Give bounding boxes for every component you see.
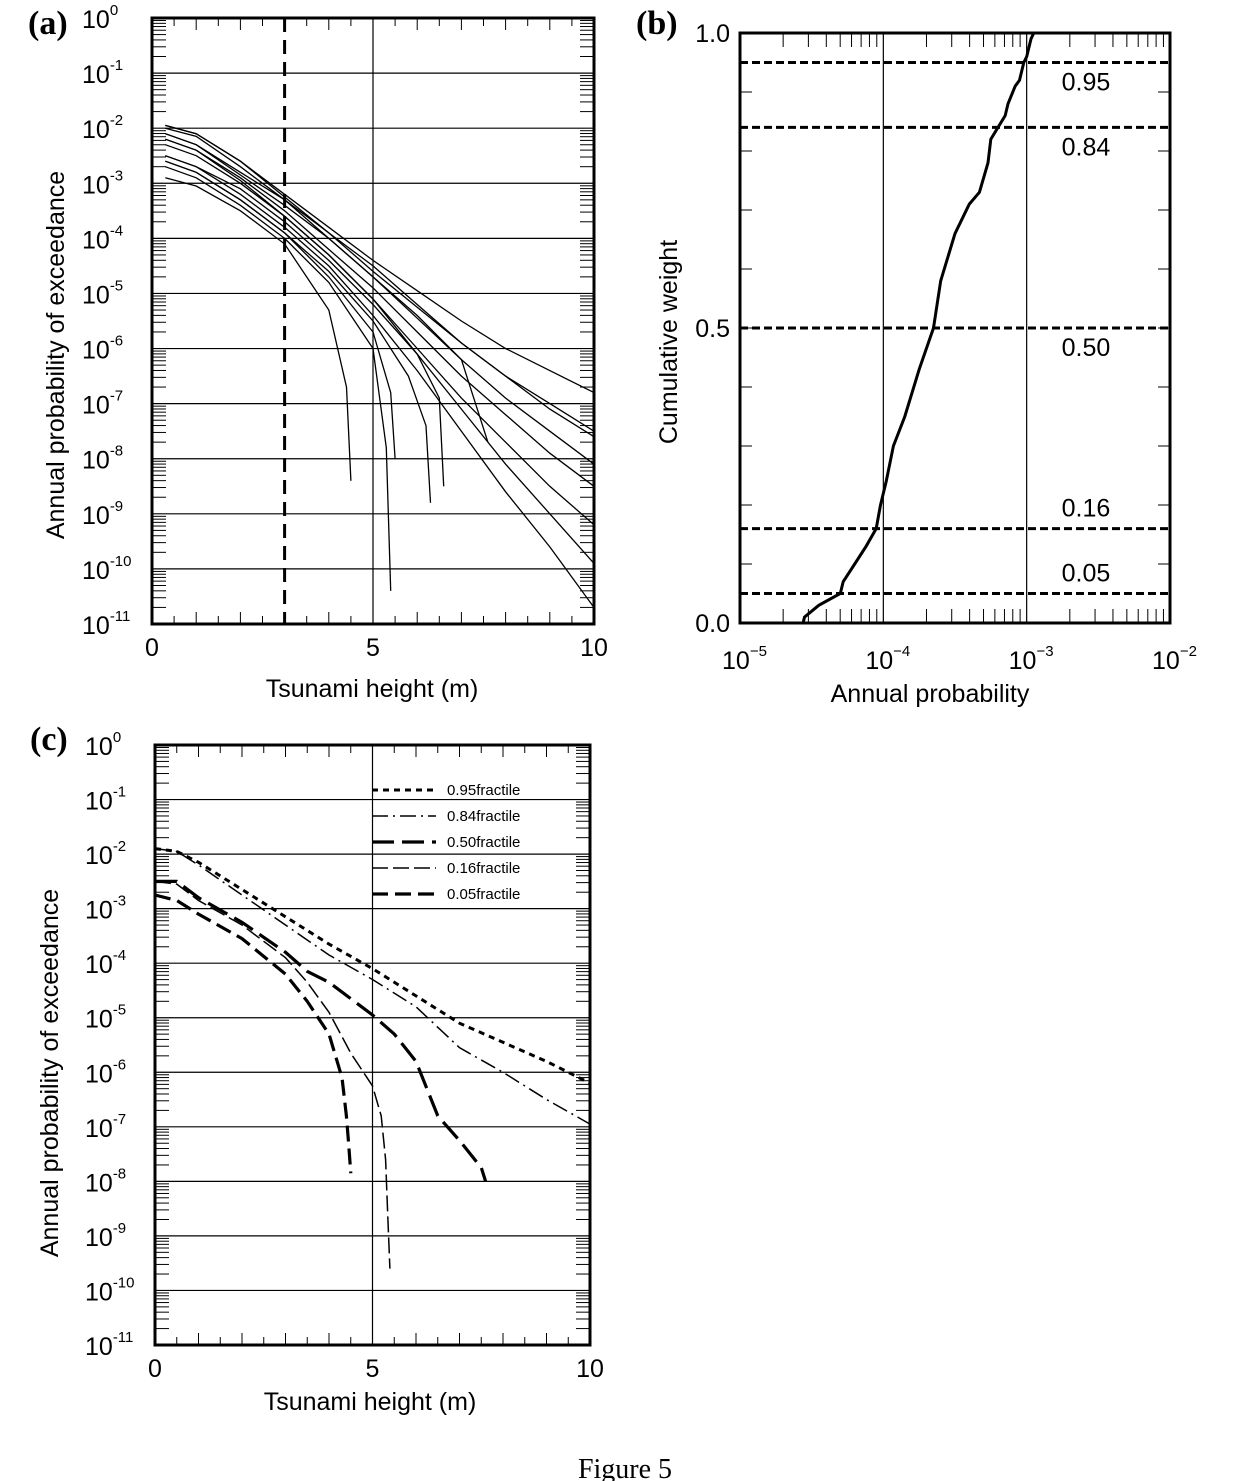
figure-caption: Figure 5 bbox=[578, 1454, 672, 1481]
panel-c-series-line bbox=[154, 880, 391, 1269]
panel-a-series-line bbox=[165, 160, 396, 459]
panel-b-reference-label: 0.84 bbox=[1062, 133, 1111, 161]
panel-a-x-tick-label: 0 bbox=[145, 634, 159, 662]
panel-a-y-tick-label: 10-7 bbox=[82, 388, 123, 420]
panel-a-y-tick-label: 100 bbox=[82, 2, 118, 34]
legend-label: 0.95fractile bbox=[447, 782, 520, 799]
panel-a-y-tick-label: 10-2 bbox=[82, 112, 123, 144]
panel-b-x-tick-label: 10−3 bbox=[1009, 643, 1054, 675]
panel-b-label: (b) bbox=[636, 5, 678, 42]
panel-b-reference-label: 0.95 bbox=[1062, 69, 1111, 97]
panel-a-series-line bbox=[165, 144, 445, 487]
panel-a-y-tick-label: 10-3 bbox=[82, 167, 123, 199]
panel-a-xlabel: Tsunami height (m) bbox=[266, 675, 479, 703]
panel-c-frame bbox=[153, 743, 592, 1347]
panel-b-x-tick-label: 10−4 bbox=[865, 643, 910, 675]
panel-b-y-tick-label: 0.5 bbox=[695, 315, 730, 343]
panel-a-y-tick-label: 10-9 bbox=[82, 498, 123, 530]
panel-c-grid bbox=[155, 744, 590, 1346]
panel-c-x-tick-label: 5 bbox=[366, 1355, 380, 1383]
panel-c-y-tick-label: 100 bbox=[85, 729, 121, 761]
panel-b-tick-labels: 0.0 0.5 1.0 10−5 10−4 10−3 10−2 bbox=[695, 20, 1197, 675]
panel-a-y-tick-label: 10-10 bbox=[82, 553, 132, 585]
panel-a-y-tick-label: 10-8 bbox=[82, 443, 123, 475]
panel-a-ticks bbox=[150, 16, 596, 626]
panel-c-y-tick-label: 10-5 bbox=[85, 1002, 126, 1034]
panel-c-ticks bbox=[153, 743, 592, 1347]
legend-label: 0.16fractile bbox=[447, 860, 520, 877]
panel-b-y-tick-label: 0.0 bbox=[695, 610, 730, 638]
panel-c-legend: 0.95fractile 0.84fractile 0.50fractile 0.16… bbox=[372, 782, 520, 903]
panel-b-series bbox=[801, 32, 1036, 624]
panel-a-tick-labels: 10010-110-210-310-410-510-610-710-810-91… bbox=[82, 2, 608, 662]
panel-c-y-tick-label: 10-6 bbox=[85, 1056, 126, 1088]
panel-a-ylabel: Annual probability of exceedance bbox=[42, 171, 70, 539]
panel-a-x-tick-label: 5 bbox=[366, 634, 380, 662]
panel-c-y-tick-label: 10-10 bbox=[85, 1274, 135, 1306]
panel-a-series-line bbox=[165, 155, 595, 564]
panel-c-x-tick-label: 0 bbox=[148, 1355, 162, 1383]
panel-b-reference-label: 0.05 bbox=[1062, 560, 1111, 588]
panel-a-series-line bbox=[165, 124, 595, 432]
panel-b-x-tick-label: 10−2 bbox=[1152, 643, 1197, 675]
panel-b-reference-lines: 0.95 0.84 0.50 0.16 0.05 bbox=[740, 61, 1170, 595]
panel-b-cdf-line bbox=[801, 32, 1036, 624]
panel-c-x-tick-label: 10 bbox=[576, 1355, 604, 1383]
panel-a-label: (a) bbox=[28, 5, 68, 42]
panel-a-series-line bbox=[165, 133, 595, 438]
panel-c-series bbox=[154, 847, 591, 1269]
chart-panel-c: 10010-110-210-310-410-510-610-710-810-91… bbox=[36, 729, 604, 1416]
panel-c-y-tick-label: 10-1 bbox=[85, 784, 126, 816]
panel-c-y-tick-label: 10-9 bbox=[85, 1220, 126, 1252]
panel-a-y-tick-label: 10-11 bbox=[82, 608, 130, 640]
chart-panel-a: 10010-110-210-310-410-510-610-710-810-91… bbox=[42, 2, 608, 703]
panel-a-series-line bbox=[165, 160, 432, 503]
panel-a-x-tick-label: 10 bbox=[580, 634, 608, 662]
panel-c-y-tick-label: 10-11 bbox=[85, 1329, 133, 1361]
panel-a-y-tick-label: 10-4 bbox=[82, 222, 123, 254]
panel-c-y-tick-label: 10-8 bbox=[85, 1165, 126, 1197]
panel-a-series-line bbox=[165, 127, 489, 443]
panel-c-series-line bbox=[154, 847, 591, 1085]
panel-b-x-tick-label: 10−5 bbox=[722, 643, 767, 675]
panel-c-series-line bbox=[154, 893, 353, 1174]
legend-label: 0.50fractile bbox=[447, 834, 520, 851]
panel-c-y-tick-label: 10-2 bbox=[85, 838, 126, 870]
panel-a-y-tick-label: 10-5 bbox=[82, 277, 123, 309]
panel-c-series-line bbox=[155, 879, 488, 1182]
panel-b-y-tick-label: 1.0 bbox=[695, 20, 730, 48]
panel-c-y-tick-label: 10-4 bbox=[85, 947, 126, 979]
chart-panel-b: 0.95 0.84 0.50 0.16 0.05 0.0 0.5 1.0 10−5 10−4 10… bbox=[655, 20, 1197, 708]
panel-c-y-tick-label: 10-7 bbox=[85, 1111, 126, 1143]
legend-label: 0.84fractile bbox=[447, 808, 520, 825]
panel-c-xlabel: Tsunami height (m) bbox=[264, 1388, 477, 1416]
panel-b-reference-label: 0.16 bbox=[1062, 495, 1111, 523]
panel-b-xlabel: Annual probability bbox=[831, 680, 1030, 708]
panel-a-frame bbox=[150, 16, 596, 626]
panel-c-y-tick-label: 10-3 bbox=[85, 893, 126, 925]
panel-a-series bbox=[165, 18, 595, 624]
panel-c-label: (c) bbox=[30, 721, 68, 758]
panel-a-series-line bbox=[165, 155, 595, 608]
panel-a-y-tick-label: 10-1 bbox=[82, 57, 123, 89]
panel-b-ylabel: Cumulative weight bbox=[655, 240, 683, 444]
panel-c-ylabel: Annual probability of exceedance bbox=[36, 889, 64, 1257]
panel-a-series-line bbox=[165, 138, 595, 487]
panel-a-series-line bbox=[165, 166, 392, 591]
panel-a-y-tick-label: 10-6 bbox=[82, 333, 123, 365]
legend-label: 0.05fractile bbox=[447, 886, 520, 903]
panel-c-series-line bbox=[154, 847, 591, 1125]
panel-b-grid bbox=[738, 31, 1172, 625]
panel-b-reference-label: 0.50 bbox=[1062, 334, 1111, 362]
